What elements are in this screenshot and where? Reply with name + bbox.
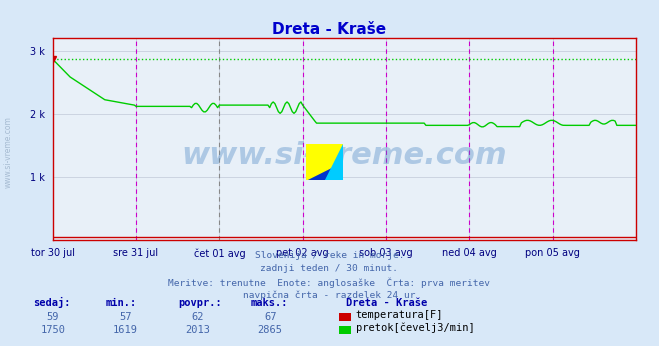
- Text: navpična črta - razdelek 24 ur: navpična črta - razdelek 24 ur: [243, 290, 416, 300]
- Text: 2013: 2013: [185, 325, 210, 335]
- Text: temperatura[F]: temperatura[F]: [356, 310, 444, 320]
- Text: 57: 57: [119, 312, 131, 322]
- Text: Meritve: trenutne  Enote: anglosaške  Črta: prva meritev: Meritve: trenutne Enote: anglosaške Črta…: [169, 277, 490, 288]
- Text: 2865: 2865: [258, 325, 283, 335]
- Text: sedaj:: sedaj:: [33, 297, 71, 308]
- Text: 62: 62: [192, 312, 204, 322]
- Text: www.si-vreme.com: www.si-vreme.com: [181, 141, 507, 170]
- Text: povpr.:: povpr.:: [178, 298, 221, 308]
- Text: www.si-vreme.com: www.si-vreme.com: [3, 116, 13, 188]
- Polygon shape: [325, 144, 343, 180]
- Text: 67: 67: [264, 312, 276, 322]
- Text: 1619: 1619: [113, 325, 138, 335]
- Text: pretok[čevelj3/min]: pretok[čevelj3/min]: [356, 322, 474, 333]
- Text: 59: 59: [47, 312, 59, 322]
- Text: Dreta - Kraše: Dreta - Kraše: [346, 298, 427, 308]
- Text: zadnji teden / 30 minut.: zadnji teden / 30 minut.: [260, 264, 399, 273]
- Text: min.:: min.:: [105, 298, 136, 308]
- Text: 1750: 1750: [40, 325, 65, 335]
- Text: Slovenija / reke in morje.: Slovenija / reke in morje.: [255, 251, 404, 260]
- Text: maks.:: maks.:: [250, 298, 288, 308]
- Text: Dreta - Kraše: Dreta - Kraše: [272, 22, 387, 37]
- Polygon shape: [306, 144, 343, 180]
